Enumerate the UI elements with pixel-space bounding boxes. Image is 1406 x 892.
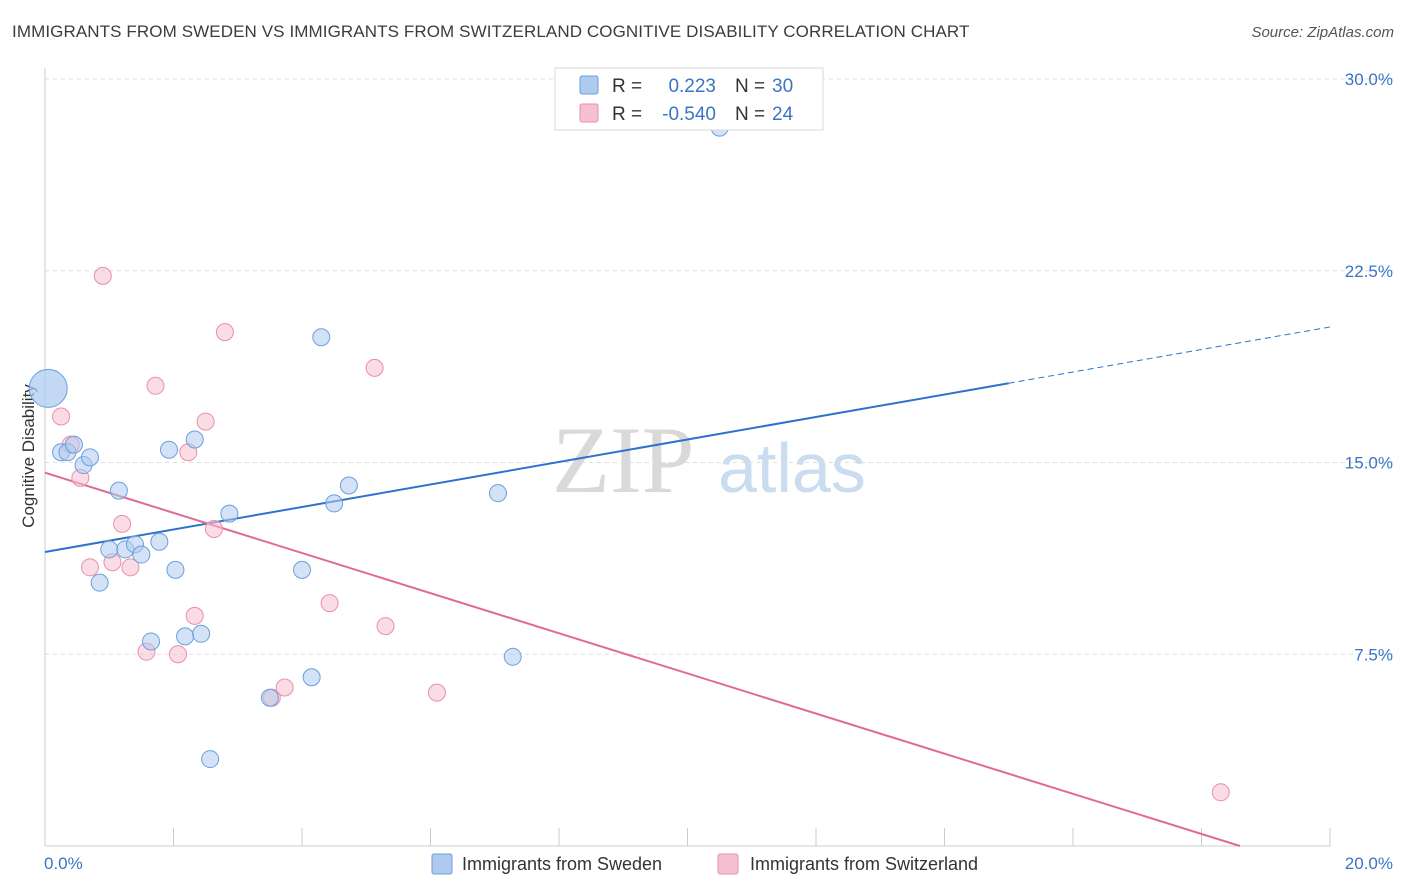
stats-legend-box bbox=[554, 67, 824, 131]
sweden-point bbox=[160, 440, 179, 459]
switzerland-point bbox=[185, 606, 204, 625]
sweden-series-label: Immigrants from Sweden bbox=[462, 854, 662, 874]
sweden-point bbox=[220, 504, 239, 523]
sweden-point bbox=[325, 494, 344, 513]
sweden-point bbox=[312, 328, 331, 347]
sweden-point bbox=[150, 532, 169, 551]
grid-lines bbox=[45, 78, 1393, 655]
sweden-trend-extension bbox=[1008, 326, 1331, 384]
x-tick-label-max: 20.0% bbox=[1345, 854, 1393, 873]
y-axis-title: Cognitive Disability bbox=[19, 384, 38, 528]
sweden-point bbox=[260, 688, 279, 707]
sweden-point bbox=[109, 481, 128, 500]
y-tick-labels: 7.5% 15.0% 22.5% 30.0% bbox=[1345, 70, 1393, 664]
sweden-point bbox=[503, 647, 522, 666]
stats-legend: R = 0.223 N = 30 R = -0.540 N = 24 bbox=[554, 67, 824, 131]
sweden-point bbox=[166, 560, 185, 579]
switzerland-n-value: 24 bbox=[772, 104, 794, 125]
switzerland-point bbox=[196, 412, 215, 431]
x-tick-label-min: 0.0% bbox=[44, 854, 83, 873]
sweden-point bbox=[176, 627, 195, 646]
switzerland-point bbox=[204, 519, 223, 538]
switzerland-point bbox=[427, 683, 446, 702]
switzerland-point bbox=[121, 558, 140, 577]
sweden-r-value: 0.223 bbox=[668, 76, 716, 97]
switzerland-point bbox=[365, 358, 384, 377]
sweden-point bbox=[339, 476, 358, 495]
sweden-point bbox=[64, 435, 83, 454]
sweden-r-label: R = bbox=[612, 76, 642, 97]
switzerland-series-swatch bbox=[717, 853, 739, 875]
switzerland-series-label: Immigrants from Switzerland bbox=[750, 854, 978, 874]
sweden-series-swatch bbox=[431, 853, 453, 875]
sweden-n-value: 30 bbox=[772, 76, 793, 97]
sweden-point bbox=[488, 484, 507, 503]
switzerland-point bbox=[52, 407, 71, 426]
switzerland-n-label: N = bbox=[735, 104, 765, 125]
y-tick-label: 7.5% bbox=[1354, 645, 1393, 664]
switzerland-point bbox=[215, 323, 234, 342]
switzerland-point bbox=[275, 678, 294, 697]
sweden-legend-swatch bbox=[579, 75, 599, 95]
switzerland-point bbox=[113, 514, 132, 533]
switzerland-point bbox=[1211, 783, 1230, 802]
switzerland-point bbox=[93, 266, 112, 285]
switzerland-point bbox=[376, 617, 395, 636]
sweden-point bbox=[293, 560, 311, 579]
sweden-point bbox=[302, 668, 321, 687]
sweden-point bbox=[185, 430, 204, 449]
sweden-n-label: N = bbox=[735, 76, 765, 97]
sweden-point bbox=[192, 624, 211, 643]
trend-lines bbox=[44, 326, 1331, 847]
series-legend: Immigrants from Sweden Immigrants from S… bbox=[431, 853, 978, 875]
sweden-point bbox=[132, 545, 151, 564]
switzerland-r-label: R = bbox=[612, 104, 642, 125]
switzerland-r-value: -0.540 bbox=[662, 104, 716, 125]
sweden-point bbox=[142, 632, 161, 651]
switzerland-trend-line bbox=[44, 471, 1241, 847]
switzerland-point bbox=[146, 376, 165, 395]
sweden-point bbox=[201, 750, 220, 769]
switzerland-point bbox=[320, 594, 339, 613]
source-credit: Source: ZipAtlas.com bbox=[1251, 24, 1394, 41]
x-ticks bbox=[44, 828, 1331, 846]
y-tick-label: 30.0% bbox=[1345, 70, 1393, 89]
sweden-point bbox=[80, 448, 99, 467]
y-tick-label: 22.5% bbox=[1345, 262, 1393, 281]
chart-title: IMMIGRANTS FROM SWEDEN VS IMMIGRANTS FRO… bbox=[12, 22, 970, 41]
y-tick-label: 15.0% bbox=[1345, 454, 1393, 473]
switzerland-point bbox=[80, 558, 99, 577]
sweden-point bbox=[100, 540, 119, 559]
switzerland-legend-swatch bbox=[579, 103, 599, 123]
sweden-point bbox=[90, 573, 109, 592]
switzerland-points bbox=[52, 266, 1230, 802]
sweden-point bbox=[28, 368, 68, 408]
watermark-atlas: atlas bbox=[718, 429, 866, 507]
switzerland-point bbox=[168, 645, 187, 664]
